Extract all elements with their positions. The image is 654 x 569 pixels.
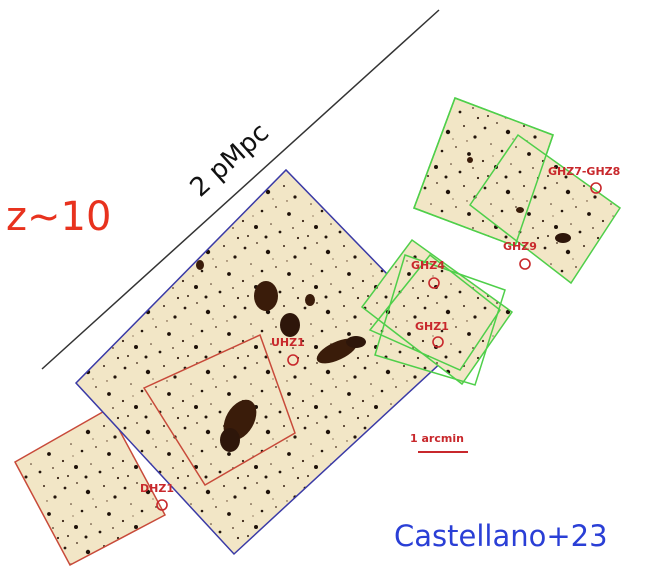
scale-line	[41, 9, 440, 370]
cluster-emission	[196, 260, 366, 452]
inner-red-footprint	[142, 333, 296, 487]
target-label-ghz4: GHZ4	[411, 259, 445, 272]
target-dhz1: DHZ1	[140, 482, 174, 511]
target-ghz1: GHZ1	[415, 320, 449, 348]
target-label-dhz1: DHZ1	[140, 482, 174, 495]
ghz-middle-footprint-c	[374, 254, 506, 386]
target-label-ghz9: GHZ9	[503, 240, 537, 253]
target-ghz7-ghz8: GHZ7-GHZ8	[548, 165, 620, 194]
ghz-middle-footprint-b	[368, 253, 502, 371]
ghz-upper-footprint-b	[468, 133, 622, 285]
target-label-uhz1: UHZ1	[271, 336, 305, 349]
ghz-upper-footprint-a-outline	[413, 97, 554, 247]
target-ghz9: GHZ9	[503, 240, 537, 270]
scale-bar-label: 2 pMpc	[185, 118, 275, 204]
target-uhz1: UHZ1	[271, 336, 305, 366]
ghz-upper-emission	[467, 157, 571, 243]
target-ghz4: GHZ4	[411, 259, 445, 289]
arcmin-scale-label: 1 arcmin	[410, 432, 464, 445]
target-label-ghz1: GHZ1	[415, 320, 449, 333]
redshift-label: z~10	[6, 194, 111, 240]
dhz1-footprint	[13, 407, 167, 567]
credit-label: Castellano+23	[394, 519, 608, 553]
target-label-ghz7-ghz8: GHZ7-GHZ8	[548, 165, 620, 178]
